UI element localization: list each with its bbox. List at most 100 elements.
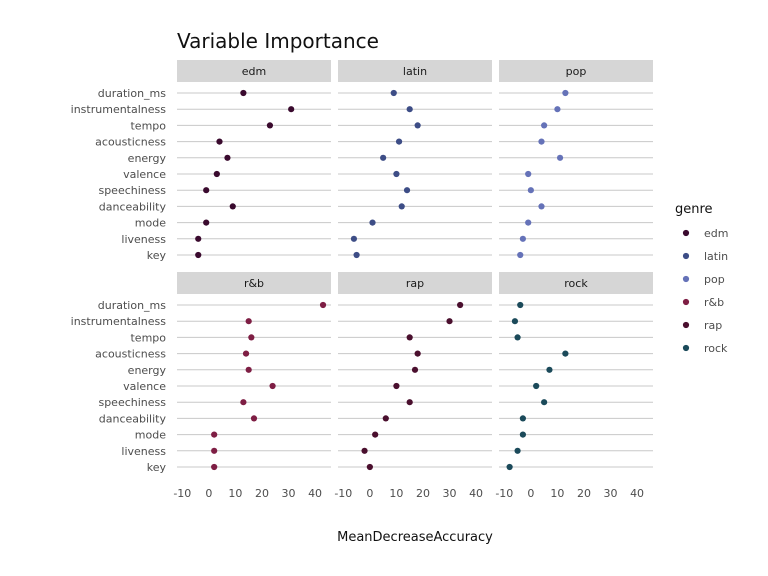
x-tick-label: 30 [604, 487, 618, 500]
point-randb-acousticness [242, 350, 250, 357]
point-rap-danceability [382, 415, 389, 422]
x-tick-label: -10 [334, 487, 352, 500]
point-latin-speechiness [403, 187, 411, 194]
x-tick-label: 10 [550, 487, 564, 500]
point-rap-key [366, 463, 373, 471]
point-rap-tempo [406, 334, 413, 341]
point-latin-mode [369, 219, 376, 226]
point-pop-liveness [519, 235, 526, 242]
y-tick-label: key [147, 461, 167, 474]
point-rock-speechiness [541, 399, 548, 406]
panel-edm: edm duration_ms instrumentalness tempo acous… [71, 60, 331, 262]
y-tick-label: tempo [130, 331, 166, 344]
facet-strip [177, 272, 331, 294]
legend-key-latin [682, 252, 690, 260]
point-pop-acousticness [538, 138, 545, 145]
point-randb-danceability [250, 415, 258, 422]
point-latin-instrumentalness [406, 106, 413, 113]
y-tick-label: speechiness [98, 184, 166, 197]
point-randb-instrumentalness [245, 318, 252, 325]
facet-strip [499, 272, 653, 294]
x-tick-label: -10 [495, 487, 513, 500]
point-pop-valence [525, 170, 532, 178]
x-tick-label: 10 [389, 487, 403, 500]
legend-label-rock: rock [704, 342, 728, 355]
x-tick-label: 40 [469, 487, 483, 500]
point-randb-mode [211, 431, 218, 438]
point-rap-instrumentalness [446, 318, 453, 325]
point-rock-mode [519, 431, 526, 438]
y-tick-label: energy [128, 152, 167, 165]
point-edm-acousticness [216, 138, 223, 145]
point-randb-tempo [248, 334, 255, 341]
legend-key-rock [682, 344, 690, 352]
y-tick-label: mode [135, 217, 166, 230]
point-pop-mode [525, 219, 532, 226]
y-tick-label: liveness [121, 445, 166, 458]
point-pop-energy [556, 154, 564, 161]
y-tick-label: speechiness [98, 396, 166, 409]
point-edm-liveness [195, 235, 202, 242]
facet-strip-label: latin [403, 65, 427, 78]
point-edm-mode [203, 219, 210, 226]
legend-title: genre [675, 202, 713, 217]
point-latin-energy [380, 154, 387, 161]
point-rock-tempo [514, 334, 521, 341]
point-latin-liveness [350, 235, 358, 242]
x-tick-label: 0 [527, 487, 534, 500]
y-tick-label: energy [128, 364, 167, 377]
point-edm-speechiness [203, 187, 210, 194]
point-pop-tempo [541, 122, 548, 129]
y-tick-label: duration_ms [98, 87, 167, 100]
point-pop-speechiness [527, 187, 534, 194]
point-rock-energy [546, 366, 553, 373]
point-randb-speechiness [240, 399, 247, 406]
point-latin-danceability [398, 203, 405, 210]
point-randb-duration-ms [319, 301, 327, 309]
x-tick-label: 10 [228, 487, 242, 500]
point-rock-valence [533, 382, 540, 390]
point-rock-duration-ms [517, 301, 524, 309]
x-axis-title: MeanDecreaseAccuracy [337, 530, 493, 545]
y-tick-label: key [147, 249, 167, 262]
legend-key-rap [682, 321, 690, 329]
y-tick-label: acousticness [95, 348, 166, 361]
legend-key-edm [682, 229, 690, 237]
panel-rap: rap -10 0 10 20 30 40 [334, 272, 492, 500]
point-latin-valence [393, 170, 400, 178]
y-tick-label: duration_ms [98, 299, 167, 312]
y-tick-label: valence [123, 168, 166, 181]
point-latin-acousticness [395, 138, 403, 145]
point-rap-valence [393, 382, 400, 390]
facet-strip [499, 60, 653, 82]
y-tick-label: tempo [130, 119, 166, 132]
facet-strip-label: rock [564, 277, 588, 290]
point-rap-mode [372, 431, 379, 438]
y-tick-label: danceability [99, 412, 167, 425]
panel-pop: pop [499, 60, 653, 259]
legend-label-pop: pop [704, 273, 725, 286]
point-rock-danceability [519, 415, 526, 422]
point-pop-instrumentalness [554, 106, 561, 113]
chart-title: Variable Importance [177, 29, 379, 53]
point-rap-speechiness [406, 399, 413, 406]
x-tick-label: 30 [282, 487, 296, 500]
point-rap-liveness [361, 447, 368, 454]
point-rock-acousticness [562, 350, 569, 357]
legend-label-randb: r&b [704, 296, 724, 309]
point-latin-key [353, 251, 360, 259]
y-tick-label: danceability [99, 200, 167, 213]
legend-label-edm: edm [704, 227, 728, 240]
facet-panels: edm duration_ms instrumentalness tempo acous… [71, 60, 653, 500]
point-pop-danceability [538, 203, 545, 210]
point-rock-instrumentalness [511, 318, 519, 325]
point-rock-liveness [514, 447, 521, 454]
panel-latin: latin [338, 60, 492, 259]
x-tick-label: 0 [205, 487, 212, 500]
legend-key-pop [682, 275, 690, 283]
facet-strip [177, 60, 331, 82]
point-rap-acousticness [414, 350, 421, 357]
legend-label-latin: latin [704, 250, 728, 263]
panel-rock: rock -10 0 10 20 30 40 [495, 272, 653, 500]
